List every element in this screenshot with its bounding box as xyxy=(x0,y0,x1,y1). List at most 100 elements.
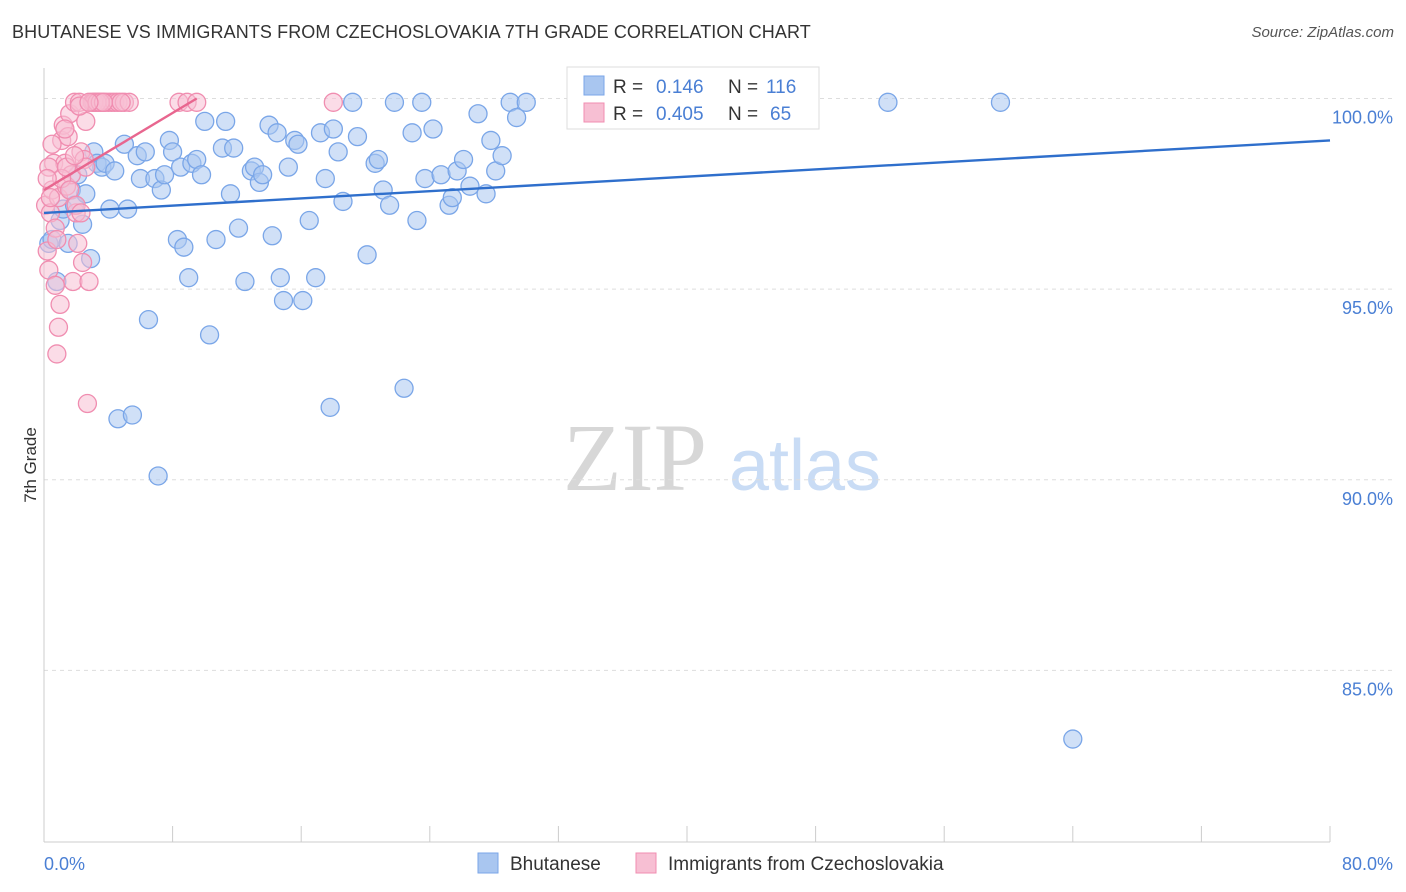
legend-r-label: R = xyxy=(613,104,643,125)
czechoslovakia-point xyxy=(47,344,67,364)
bhutanese-point xyxy=(267,123,287,143)
bhutanese-point xyxy=(148,466,168,486)
czechoslovakia-point xyxy=(48,317,69,337)
bhutanese-point xyxy=(138,309,159,330)
series-legend-swatch-bhutanese xyxy=(477,852,499,874)
y-tick-label: 90.0% xyxy=(1342,489,1393,509)
czechoslovakia-point xyxy=(64,146,85,166)
bhutanese-point xyxy=(320,397,340,417)
bhutanese-point xyxy=(492,146,512,166)
bhutanese-point xyxy=(195,111,215,132)
y-tick-labels: 100.0% 95.0% 90.0% 85.0% xyxy=(1332,108,1393,700)
czechoslovakia-point xyxy=(47,229,67,250)
bhutanese-point xyxy=(306,268,326,288)
bhutanese-point xyxy=(506,107,527,128)
bhutanese-point xyxy=(135,142,155,162)
bhutanese-point xyxy=(278,157,298,177)
bhutanese-point xyxy=(328,142,348,162)
czechoslovakia-trendline xyxy=(43,97,198,192)
watermark-zip: ZIP xyxy=(563,404,707,511)
czechoslovakia-points xyxy=(35,92,344,414)
bhutanese-point xyxy=(206,229,226,250)
bhutanese-point xyxy=(415,168,435,189)
x-tick-label: 0.0% xyxy=(44,854,85,874)
x-tick-labels: 0.0% 80.0% xyxy=(44,854,1393,874)
bhutanese-point xyxy=(262,226,282,246)
bhutanese-point xyxy=(105,161,125,181)
czechoslovakia-point xyxy=(68,233,88,254)
bhutanese-point xyxy=(431,165,451,185)
bhutanese-point xyxy=(323,119,344,139)
bhutanese-point xyxy=(270,268,290,288)
series-legend: Bhutanese Immigrants from Czechoslovakia xyxy=(477,852,944,875)
y-axis-title: 7th Grade xyxy=(21,427,40,503)
bhutanese-point xyxy=(402,123,422,143)
y-tick-label: 100.0% xyxy=(1332,108,1393,128)
bhutanese-point xyxy=(442,187,462,208)
bhutanese-point xyxy=(228,218,249,238)
legend-swatch-bhutanese xyxy=(583,75,605,96)
bhutanese-point xyxy=(412,92,432,112)
legend-n-label: N = xyxy=(728,104,758,125)
bhutanese-point xyxy=(293,290,313,311)
watermark-atlas: atlas xyxy=(729,426,881,506)
czechoslovakia-point xyxy=(77,393,98,414)
czechoslovakia-point xyxy=(50,294,70,315)
correlation-legend: R = 0.146 N = 116 R = 0.405 N = 65 xyxy=(566,66,820,130)
czechoslovakia-point xyxy=(79,271,99,292)
bhutanese-point xyxy=(235,271,255,292)
czechoslovakia-point xyxy=(55,119,75,139)
bhutanese-point xyxy=(122,405,143,425)
bhutanese-point xyxy=(990,92,1011,112)
bhutanese-point xyxy=(299,210,319,231)
czechoslovakia-point xyxy=(79,92,99,112)
bhutanese-point xyxy=(379,195,400,215)
bhutanese-point xyxy=(878,92,898,112)
czechoslovakia-point xyxy=(63,271,83,292)
czechoslovakia-point xyxy=(111,92,131,112)
y-tick-label: 85.0% xyxy=(1342,679,1393,699)
czechoslovakia-point xyxy=(71,203,91,223)
series-legend-czechoslovakia: Immigrants from Czechoslovakia xyxy=(668,854,944,875)
bhutanese-points xyxy=(39,92,1083,749)
bhutanese-point xyxy=(347,126,368,147)
bhutanese-point xyxy=(174,237,194,257)
series-legend-bhutanese: Bhutanese xyxy=(510,854,601,875)
gridlines xyxy=(44,98,1395,671)
bhutanese-point xyxy=(384,92,405,112)
bhutanese-point xyxy=(481,130,501,151)
bhutanese-point xyxy=(1063,729,1083,749)
bhutanese-point xyxy=(468,104,488,124)
bhutanese-point xyxy=(342,92,363,112)
bhutanese-point xyxy=(154,165,175,185)
czechoslovakia-point xyxy=(42,134,62,154)
bhutanese-point xyxy=(162,142,183,162)
bhutanese-point xyxy=(191,165,212,185)
czechoslovakia-point xyxy=(323,92,344,112)
bhutanese-trendline xyxy=(43,139,1331,215)
bhutanese-point xyxy=(273,290,294,311)
legend-n-label: N = xyxy=(728,77,758,98)
trendlines xyxy=(43,97,1331,215)
legend-swatch-czechoslovakia xyxy=(583,102,605,123)
bhutanese-point xyxy=(407,210,427,231)
bhutanese-point xyxy=(453,149,474,170)
x-tick-label: 80.0% xyxy=(1342,854,1393,874)
bhutanese-point xyxy=(224,138,244,158)
legend-r-value: 0.146 xyxy=(656,77,704,98)
czechoslovakia-point xyxy=(40,187,61,208)
czechoslovakia-point xyxy=(72,252,93,273)
bhutanese-point xyxy=(394,378,414,398)
chart-title: BHUTANESE VS IMMIGRANTS FROM CZECHOSLOVA… xyxy=(12,22,811,42)
bhutanese-point xyxy=(357,245,377,265)
legend-r-value: 0.405 xyxy=(656,104,704,125)
bhutanese-point xyxy=(423,119,443,139)
bhutanese-point xyxy=(215,111,236,132)
legend-n-value: 116 xyxy=(766,77,796,98)
legend-n-value: 65 xyxy=(770,104,791,125)
bhutanese-point xyxy=(288,134,308,154)
legend-r-label: R = xyxy=(613,77,643,98)
bhutanese-point xyxy=(368,149,389,170)
bhutanese-point xyxy=(315,168,335,189)
